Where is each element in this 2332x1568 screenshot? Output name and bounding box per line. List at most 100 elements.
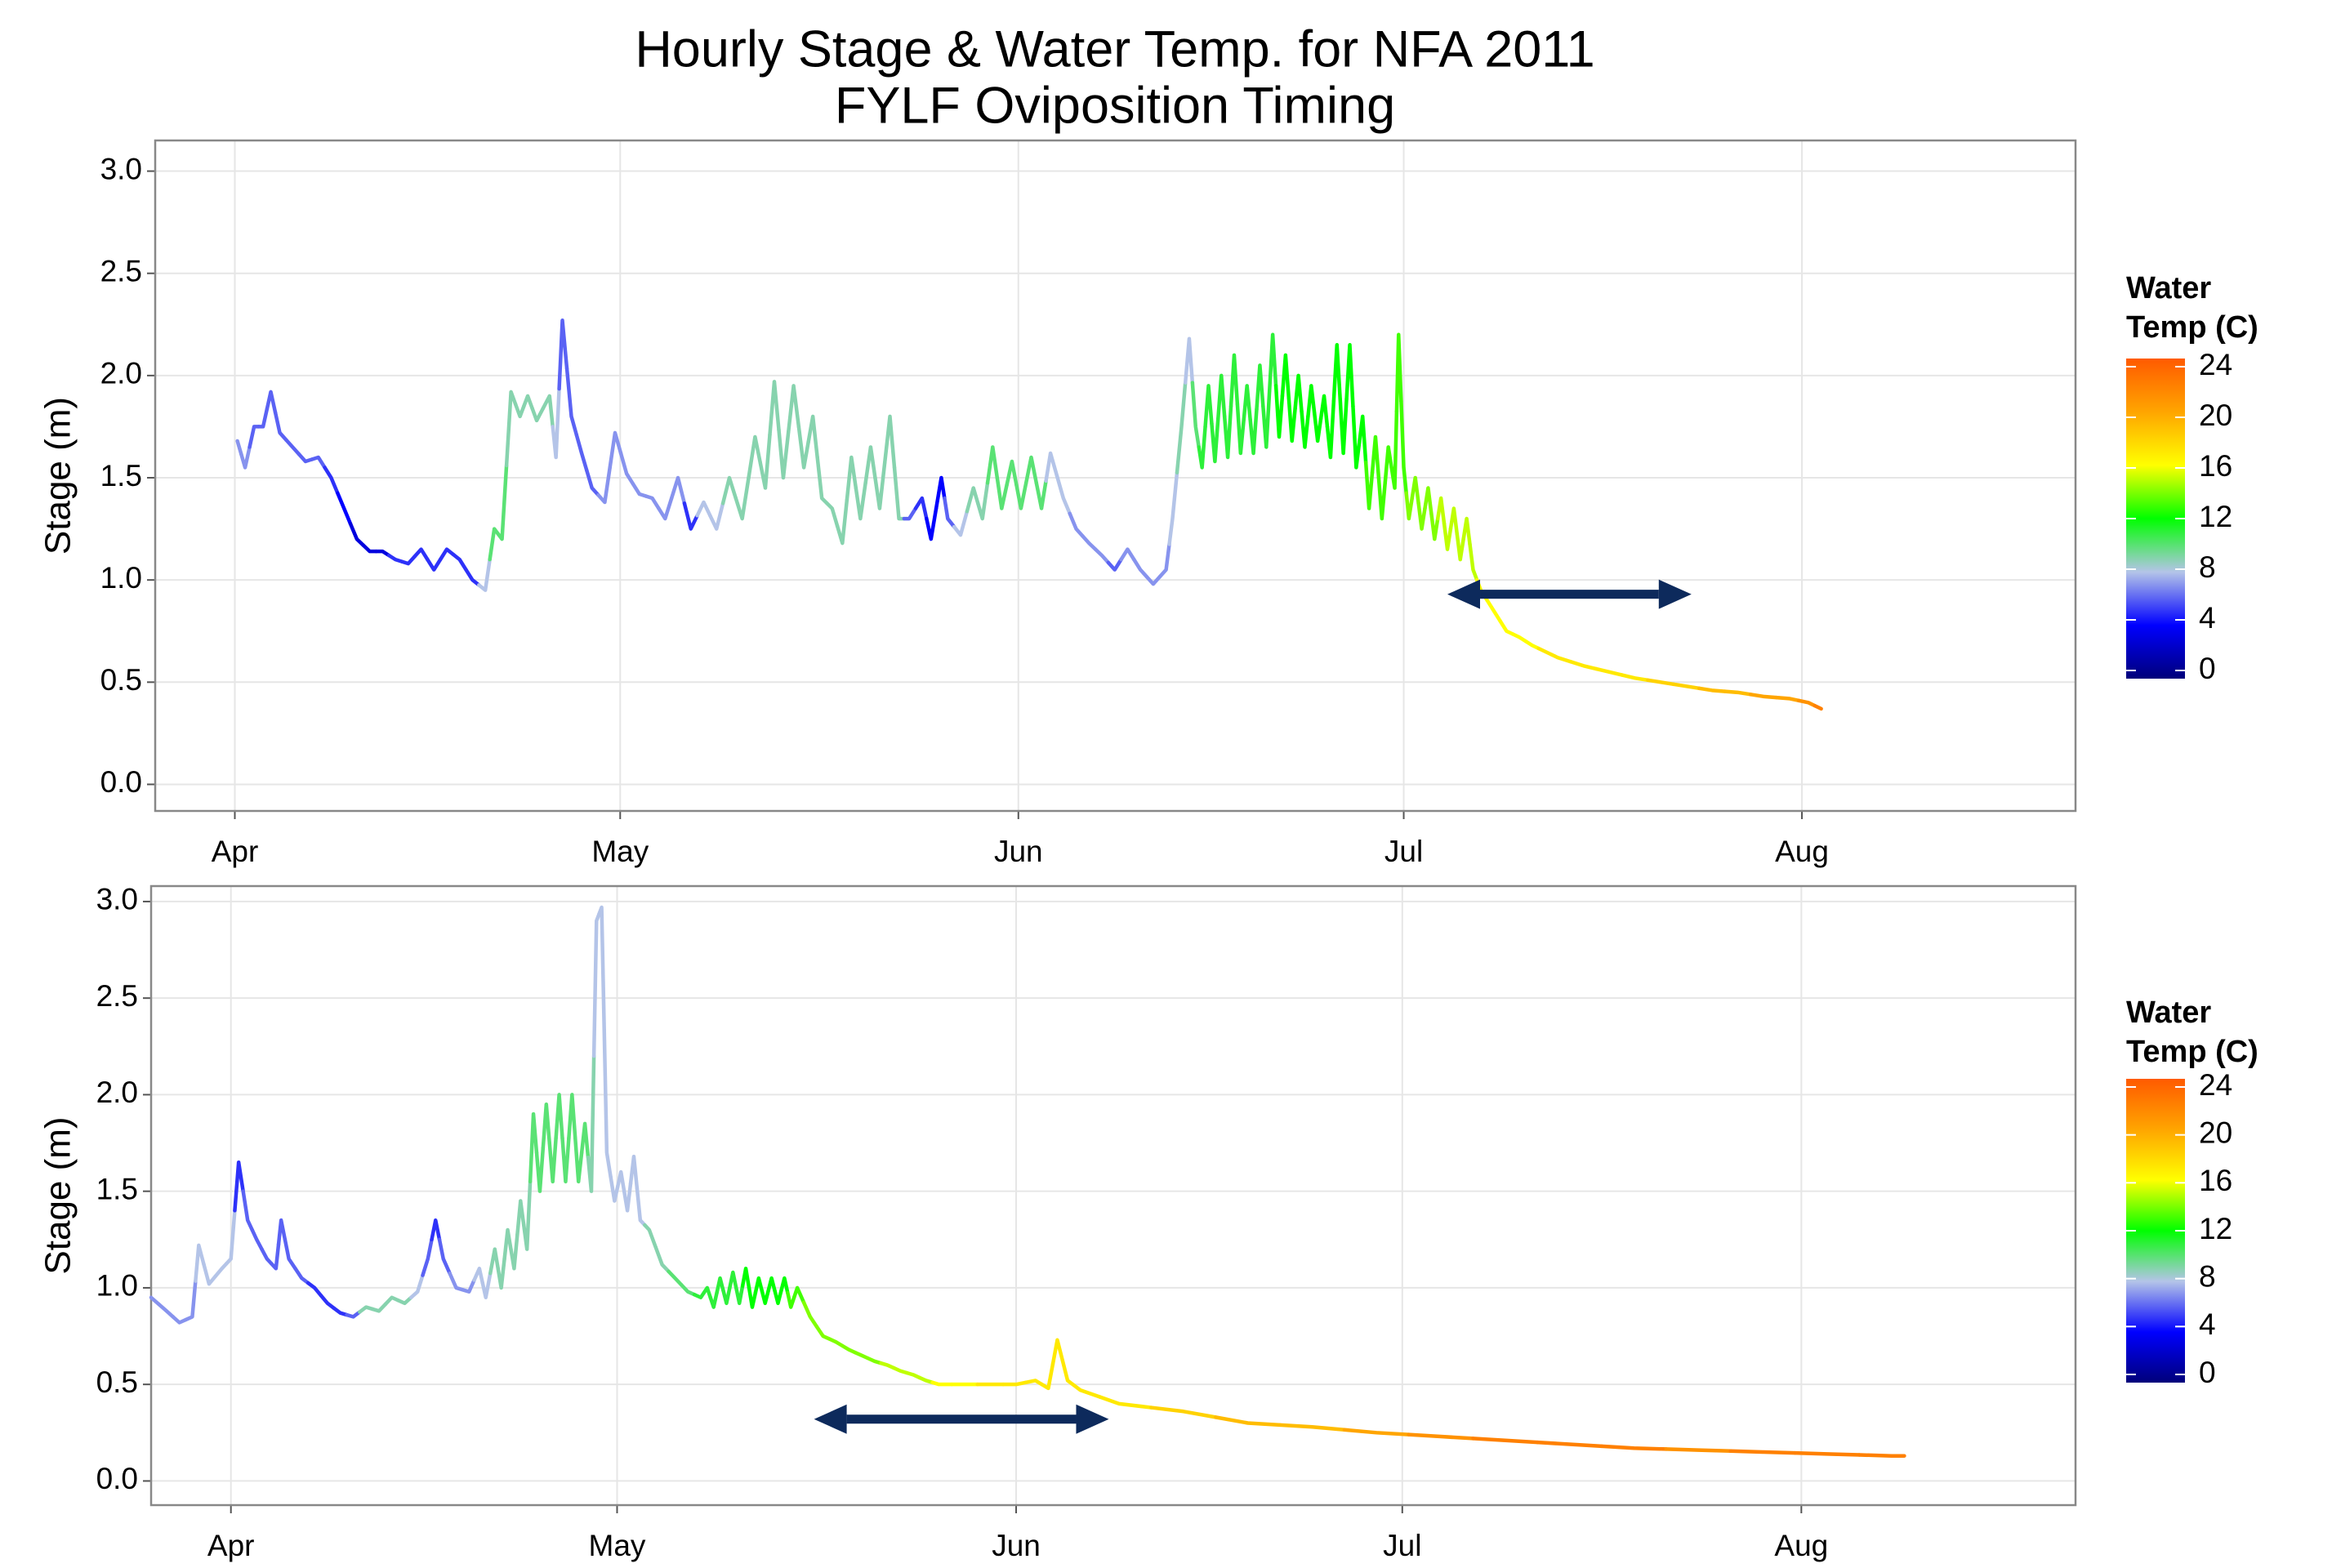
stage-line [1098,1395,1153,1410]
stage-line [773,1289,783,1306]
stage-line [256,407,270,429]
stage-line [1370,434,1381,480]
stage-line [239,445,252,470]
colorbar-tick-label: 24 [2199,1068,2232,1102]
stage-line [635,1186,647,1227]
stage-line [171,1315,188,1325]
x-tick-label: Apr [207,1529,255,1562]
y-tick-label: 1.5 [100,459,142,492]
stage-line [1697,686,1727,693]
stage-line [904,1370,922,1380]
colorbar-tick-label: 16 [2199,1164,2232,1197]
stage-line [554,1093,564,1140]
stage-line [1255,363,1265,412]
stage-line [1407,1432,1475,1441]
stage-line [825,501,840,528]
stage-line [1325,399,1336,460]
stage-line [194,1243,206,1283]
stage-line [653,1245,671,1274]
stage-line [557,318,569,391]
stage-line [438,547,456,562]
stage-line [1144,575,1162,586]
stage-line [1023,1379,1044,1387]
stage-line [1728,1449,1797,1455]
stage-line [1060,1358,1077,1388]
colorbar-tick-label: 20 [2199,1116,2232,1149]
plot-panel [155,140,2076,811]
stage-line [310,455,327,470]
stage-line [332,1306,349,1317]
colorbar-tick-label: 12 [2199,500,2232,533]
stage-line [1793,1450,1862,1457]
stage-line [1338,397,1349,456]
stage-line [853,1350,871,1361]
stage-line [925,506,939,541]
stage-line [1857,1453,1900,1458]
stage-line [1106,557,1123,572]
stage-line [528,1111,539,1184]
stage-line [472,1267,485,1285]
stage-line [1748,693,1778,700]
stage-line [336,491,353,526]
stage-line [734,1284,745,1306]
stage-line [1044,451,1059,483]
stage-line [768,380,781,437]
stage-line [1468,542,1479,582]
stage-line [1455,532,1465,562]
stage-line [854,481,867,521]
stage-line [1331,343,1342,403]
stage-line [1210,416,1220,464]
stage-line [1175,381,1188,474]
stage-line [975,481,990,521]
x-tick-label: Aug [1774,1529,1828,1562]
arrow-head [1076,1404,1109,1434]
stage-line [728,1270,738,1290]
stage-line [1344,343,1355,408]
stage-line [348,522,366,547]
stage-line [297,452,314,464]
stage-line [461,1278,476,1294]
colorbar-tick-label: 0 [2199,1356,2216,1389]
x-tick-label: Aug [1775,835,1829,868]
stage-line [934,475,947,510]
chart-title: Hourly Stage & Water Temp. for NFA 2011 [635,21,1594,78]
stage-line [786,1290,796,1309]
stage-line [1280,353,1291,400]
stage-line [618,451,635,486]
colorbar-tick-label: 4 [2199,601,2216,635]
stage-line [766,1276,777,1293]
stage-line [1536,1440,1604,1449]
stage-line [1072,1383,1102,1399]
stage-line [643,1223,658,1250]
stage-line [835,498,849,546]
y-axis-label: Stage (m) [38,397,78,555]
stage-line [504,390,518,468]
stage-line [1358,414,1368,465]
stage-line [1363,460,1375,510]
stage-line [695,500,712,518]
stage-line [1183,336,1195,385]
y-axis-label: Stage (m) [38,1116,78,1274]
legend-title: Water [2126,271,2211,305]
stage-line [965,486,980,514]
stage-line [1448,506,1460,537]
stage-line [721,1285,732,1306]
stage-line [1222,404,1233,460]
stage-line [1435,496,1447,526]
x-tick-label: Apr [212,835,259,868]
legend-title: Temp (C) [2126,310,2258,345]
stage-line [284,438,301,457]
stage-line [747,1285,758,1309]
stage-line [383,1295,400,1307]
stage-line [995,475,1009,510]
stage-line [1594,666,1625,677]
stage-line [426,557,443,572]
stage-line [1119,547,1136,562]
stage-line [1081,534,1098,551]
stage-line [845,455,858,502]
y-tick-label: 3.0 [96,883,138,916]
x-tick-label: Jun [992,1529,1041,1562]
stage-line [814,1324,832,1341]
stage-line [902,506,918,521]
